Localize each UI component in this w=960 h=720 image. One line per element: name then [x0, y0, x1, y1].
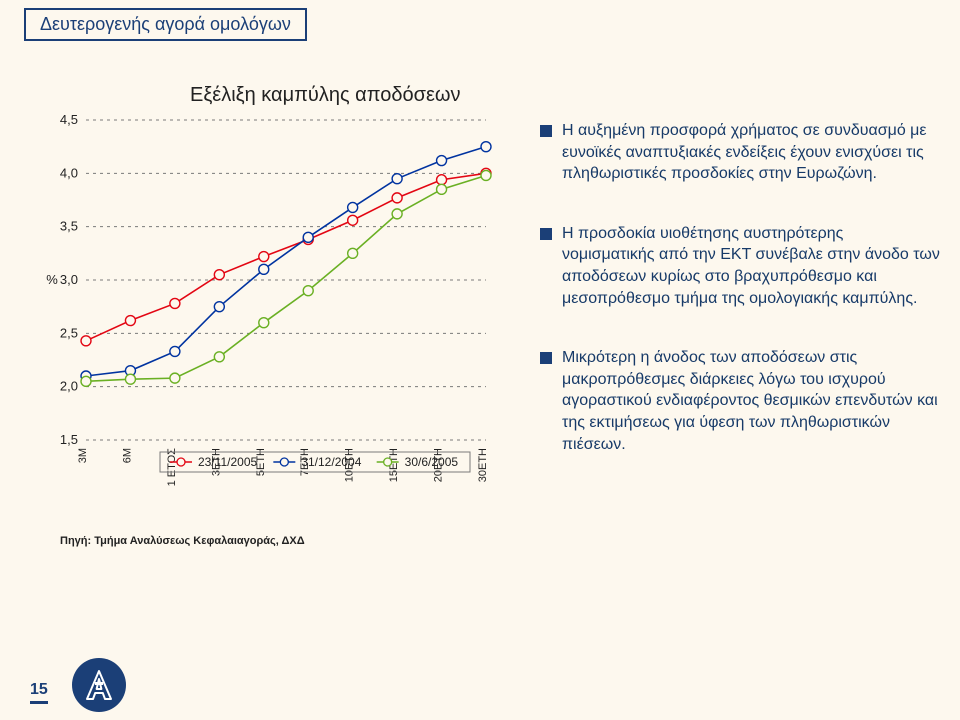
bullet-marker-icon	[540, 125, 552, 137]
section-title: Δευτερογενής αγορά ομολόγων	[40, 14, 291, 34]
svg-text:31/12/2004: 31/12/2004	[301, 455, 361, 469]
chart-source: Πηγή: Τμήμα Αναλύσεως Κεφαλαιαγοράς, ΔΧΔ	[60, 535, 305, 547]
chart-holder: 1,52,02,53,03,54,04,5%3Μ6Μ1 ΕΤΟΣ3ΕΤΗ5ΕΤΗ…	[40, 110, 510, 530]
svg-text:%: %	[46, 272, 58, 287]
slide-number: 15	[30, 681, 48, 704]
bullet-text: Η προσδοκία υιοθέτησης αυστηρότερης νομι…	[562, 223, 940, 309]
svg-text:30/6/2005: 30/6/2005	[405, 455, 459, 469]
chart-title: Εξέλιξη καμπύλης αποδόσεων	[190, 84, 461, 107]
svg-text:1 ΕΤΟΣ: 1 ΕΤΟΣ	[166, 448, 178, 487]
bullet-item: Η προσδοκία υιοθέτησης αυστηρότερης νομι…	[540, 223, 940, 309]
svg-text:2,5: 2,5	[60, 325, 78, 340]
svg-text:6Μ: 6Μ	[121, 448, 133, 463]
bullet-item: Η αυξημένη προσφορά χρήματος σε συνδυασμ…	[540, 120, 940, 185]
bullet-text: Μικρότερη η άνοδος των αποδόσεων στις μα…	[562, 347, 940, 455]
bullet-marker-icon	[540, 352, 552, 364]
yield-curve-chart: 1,52,02,53,03,54,04,5%3Μ6Μ1 ΕΤΟΣ3ΕΤΗ5ΕΤΗ…	[40, 110, 510, 530]
svg-text:4,0: 4,0	[60, 165, 78, 180]
svg-text:4,5: 4,5	[60, 112, 78, 127]
section-title-box: Δευτερογενής αγορά ομολόγων	[24, 8, 307, 41]
bullet-item: Μικρότερη η άνοδος των αποδόσεων στις μα…	[540, 347, 940, 455]
bullet-marker-icon	[540, 228, 552, 240]
bullet-text: Η αυξημένη προσφορά χρήματος σε συνδυασμ…	[562, 120, 940, 185]
bullets: Η αυξημένη προσφορά χρήματος σε συνδυασμ…	[540, 120, 940, 493]
alpha-bank-logo	[72, 658, 126, 712]
svg-text:23/11/2005: 23/11/2005	[198, 455, 257, 469]
svg-text:3Μ: 3Μ	[77, 448, 89, 463]
page: Δευτερογενής αγορά ομολόγων Εξέλιξη καμπ…	[0, 0, 960, 720]
svg-text:2,0: 2,0	[60, 379, 78, 394]
svg-text:30ΕΤΗ: 30ΕΤΗ	[477, 448, 489, 482]
svg-text:3,5: 3,5	[60, 219, 78, 234]
svg-text:1,5: 1,5	[60, 432, 78, 447]
svg-text:3,0: 3,0	[60, 272, 78, 287]
